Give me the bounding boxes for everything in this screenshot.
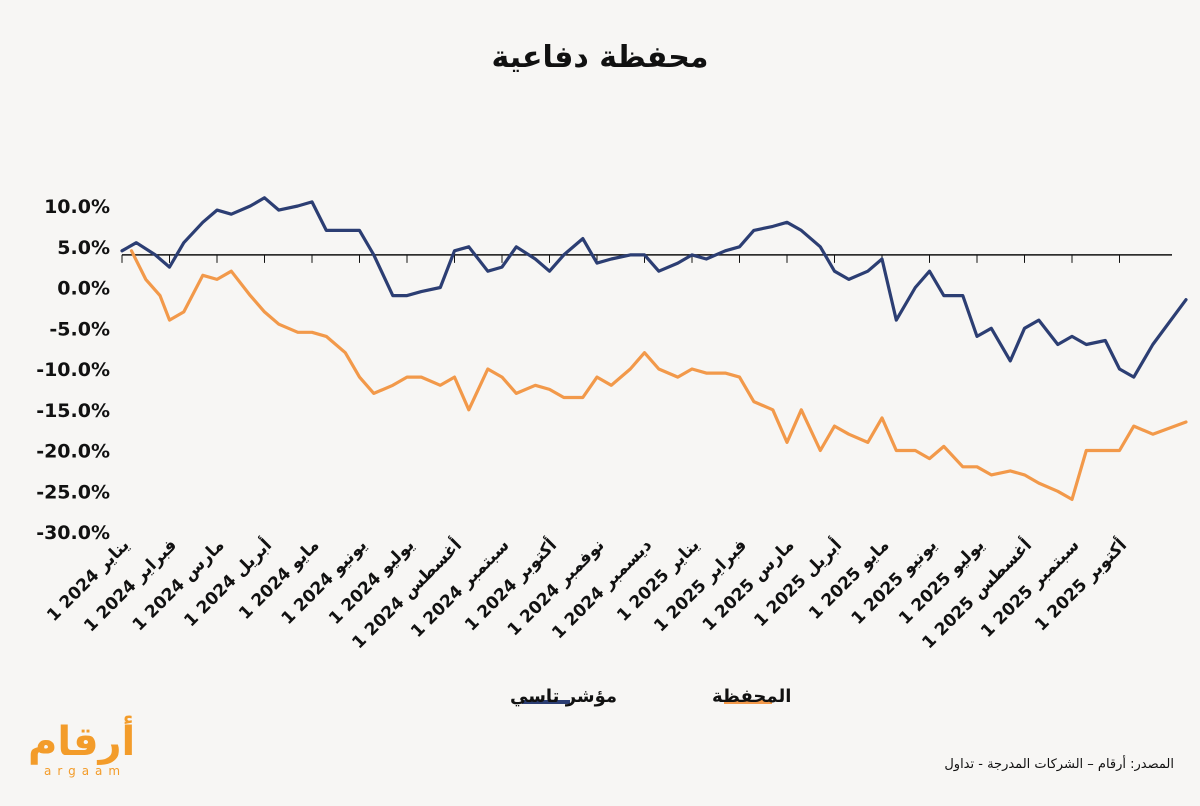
y-tick-label: -25.0% [36, 481, 110, 503]
legend-item-tasi-label: مؤشر تاسي [510, 686, 617, 707]
argaam-logo: أرقام argaam [28, 720, 148, 782]
series-lines [120, 196, 1188, 501]
y-tick-label: -5.0% [49, 318, 110, 340]
legend-item-portfolio-label: المحفظة [712, 686, 791, 707]
x-tick-label: 1 يناير 2025 [613, 535, 703, 625]
logo-latin-text: argaam [44, 764, 127, 778]
y-tick-label: -10.0% [36, 359, 110, 381]
source-note: المصدر: أرقام – الشركات المدرجة - تداول [944, 757, 1174, 772]
y-axis-ticks: 10.0% 5.0% 0.0% -5.0% -10.0% -15.0% -20.0% -25.… [36, 196, 110, 544]
y-tick-label: 5.0% [57, 237, 110, 259]
y-tick-label: 0.0% [57, 278, 110, 300]
x-tick-label: 1 يناير 2024 [43, 535, 133, 625]
y-tick-label: -20.0% [36, 441, 110, 463]
y-tick-label: 10.0% [44, 196, 110, 218]
logo-arabic-text: أرقام [28, 719, 136, 765]
y-tick-label: -15.0% [36, 400, 110, 422]
tasi-index-line [120, 196, 1188, 379]
y-tick-label: -30.0% [36, 522, 110, 544]
portfolio-line [129, 249, 1188, 501]
chart-title: محفظة دفاعية [491, 40, 709, 75]
legend: مؤشر تاسي المحفظة [510, 686, 791, 707]
